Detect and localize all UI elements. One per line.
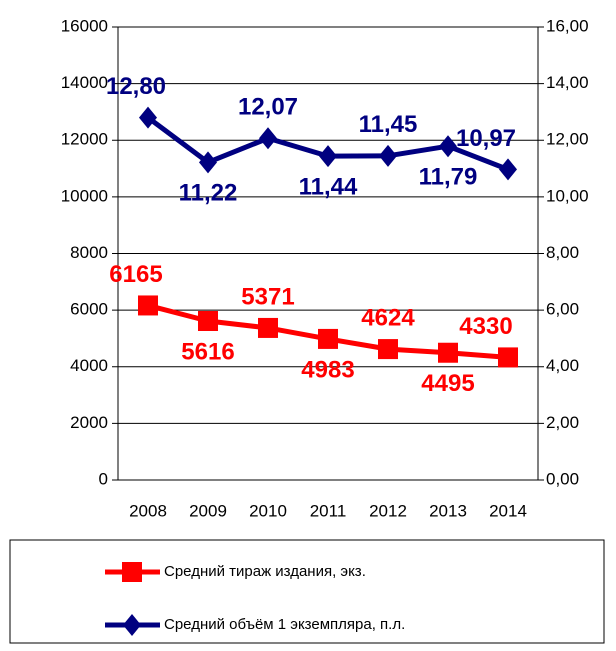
point-marker bbox=[379, 144, 397, 167]
value-label: 11,44 bbox=[299, 173, 358, 200]
y-tick-label: 8000 bbox=[70, 243, 108, 262]
y-tick-label: 14000 bbox=[61, 73, 108, 92]
legend-label: Средний тираж издания, экз. bbox=[164, 563, 366, 580]
point-marker bbox=[199, 151, 217, 174]
y2-tick-label: 2,00 bbox=[546, 413, 579, 432]
point-marker bbox=[259, 127, 277, 150]
y-tick-label: 2000 bbox=[70, 413, 108, 432]
y-tick-label: 0 bbox=[99, 469, 108, 488]
y-tick-label: 6000 bbox=[70, 300, 108, 319]
point-marker bbox=[499, 158, 517, 181]
value-label: 4495 bbox=[421, 370, 474, 397]
legend-marker bbox=[122, 562, 142, 582]
value-label: 4624 bbox=[361, 304, 415, 331]
y2-tick-label: 4,00 bbox=[546, 356, 579, 375]
value-label: 6165 bbox=[109, 261, 162, 288]
value-label: 4330 bbox=[459, 313, 512, 340]
value-label: 5616 bbox=[181, 338, 234, 365]
x-tick-label: 2014 bbox=[489, 501, 527, 520]
value-label: 12,80 bbox=[106, 73, 166, 100]
legend-marker bbox=[123, 614, 141, 636]
point-marker bbox=[318, 328, 338, 349]
point-marker bbox=[439, 135, 457, 158]
value-label: 4983 bbox=[301, 356, 354, 383]
point-marker bbox=[498, 347, 518, 368]
y2-tick-label: 10,00 bbox=[546, 186, 589, 205]
value-label: 11,79 bbox=[419, 164, 478, 191]
point-marker bbox=[139, 106, 157, 129]
y-tick-label: 10000 bbox=[61, 186, 108, 205]
y2-tick-label: 0,00 bbox=[546, 469, 579, 488]
y2-tick-label: 16,00 bbox=[546, 16, 589, 35]
value-label: 11,22 bbox=[179, 180, 238, 207]
value-label: 10,97 bbox=[456, 125, 516, 152]
legend-box bbox=[9, 539, 605, 644]
point-marker bbox=[258, 317, 278, 338]
y-tick-label: 4000 bbox=[70, 356, 108, 375]
value-label: 11,45 bbox=[359, 111, 418, 138]
x-tick-label: 2013 bbox=[429, 501, 467, 520]
x-tick-label: 2011 bbox=[310, 501, 347, 520]
x-tick-label: 2009 bbox=[189, 501, 227, 520]
y-tick-label: 12000 bbox=[61, 130, 108, 149]
y2-tick-label: 14,00 bbox=[546, 73, 589, 92]
point-marker bbox=[198, 310, 218, 331]
point-marker bbox=[138, 295, 158, 316]
y2-tick-label: 6,00 bbox=[546, 300, 579, 319]
value-label: 12,07 bbox=[238, 94, 298, 121]
x-tick-label: 2010 bbox=[249, 501, 287, 520]
point-marker bbox=[319, 145, 337, 168]
legend-label: Средний объём 1 экземпляра, п.л. bbox=[164, 616, 405, 633]
y2-tick-label: 8,00 bbox=[546, 243, 579, 262]
y2-tick-label: 12,00 bbox=[546, 130, 589, 149]
value-label: 5371 bbox=[241, 283, 294, 310]
x-tick-label: 2008 bbox=[129, 501, 167, 520]
point-marker bbox=[378, 339, 398, 360]
y-tick-label: 16000 bbox=[61, 16, 108, 35]
point-marker bbox=[438, 342, 458, 363]
x-tick-label: 2012 bbox=[369, 501, 407, 520]
